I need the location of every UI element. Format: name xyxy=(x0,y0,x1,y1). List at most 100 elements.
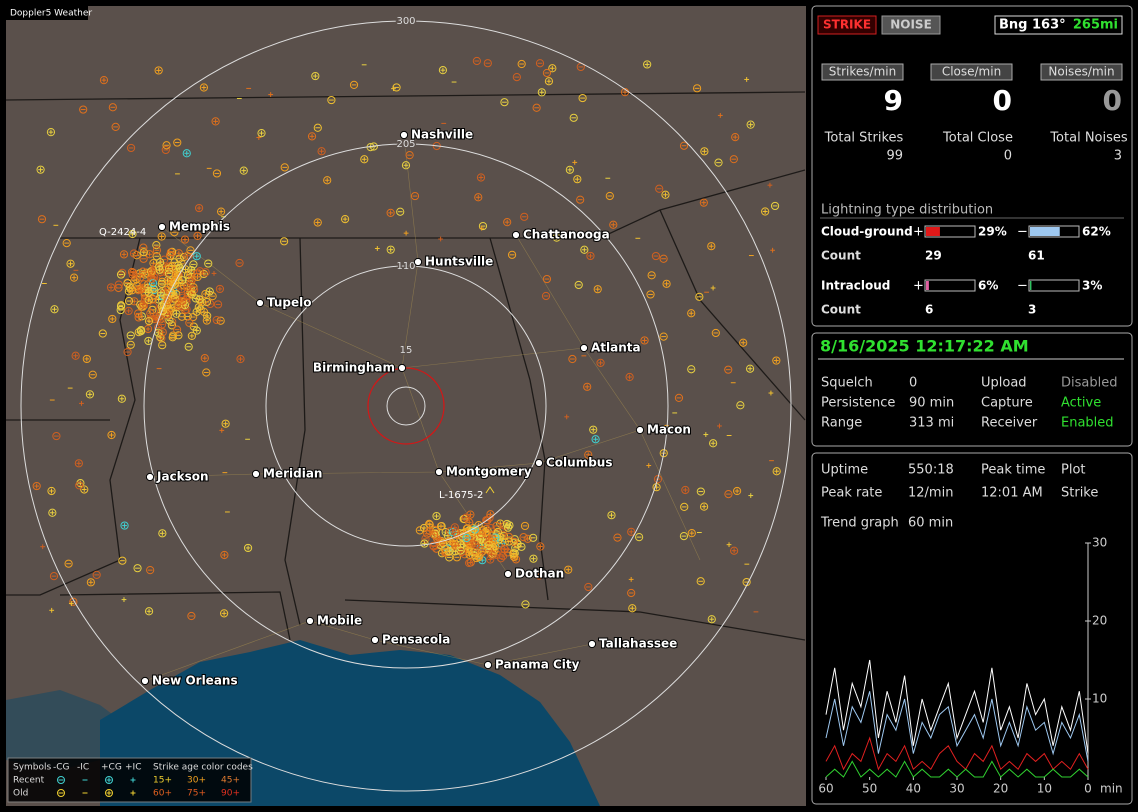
x-unit: min xyxy=(1100,782,1123,796)
strike-ring xyxy=(327,95,336,105)
strike-symbol xyxy=(541,291,551,301)
strike-symbol xyxy=(313,218,322,227)
strike-ring xyxy=(183,270,193,279)
strike-symbol xyxy=(212,315,221,325)
percent-label: 29% xyxy=(978,225,1007,239)
strike-symbol xyxy=(761,207,770,216)
city-dot xyxy=(635,425,645,435)
strike-symbol xyxy=(128,229,137,239)
state-lines xyxy=(6,91,806,641)
strike-symbol xyxy=(133,564,142,573)
strike-ring xyxy=(137,285,146,294)
city-dot xyxy=(305,616,315,626)
strike-ring xyxy=(108,103,117,112)
strike-ring xyxy=(509,549,518,558)
legend-text: 30+ xyxy=(187,776,206,786)
strike-ring xyxy=(392,83,401,92)
strike-ring xyxy=(257,129,266,138)
strike-symbol xyxy=(472,56,481,66)
strike-symbol xyxy=(569,113,578,122)
status-label: Receiver xyxy=(981,416,1038,431)
strike-ring xyxy=(180,235,190,244)
strike-ring xyxy=(584,450,593,459)
strike-symbol xyxy=(144,317,154,326)
strike-ring xyxy=(431,529,440,538)
strike-symbol xyxy=(194,203,204,213)
strike-symbol xyxy=(69,273,79,282)
strike-symbol xyxy=(85,390,95,399)
strike-symbol xyxy=(50,305,59,314)
bar-track xyxy=(924,225,976,238)
strike-ring xyxy=(429,541,438,550)
strike-ring xyxy=(456,546,465,555)
city-label: Nashville xyxy=(411,128,473,142)
strike-ring xyxy=(532,103,541,112)
strike-ring xyxy=(173,138,182,147)
strike-ring xyxy=(154,66,163,75)
strike-ring xyxy=(142,268,151,277)
noise-button[interactable] xyxy=(881,15,941,35)
strike-symbol xyxy=(36,165,45,174)
legend-symbol xyxy=(105,789,113,797)
strike-symbol xyxy=(596,358,605,368)
strike-ring xyxy=(580,245,589,254)
strike-ring xyxy=(144,295,153,305)
strike-ring xyxy=(535,59,545,68)
strike-button[interactable] xyxy=(817,15,877,35)
strike-ring xyxy=(410,191,420,201)
range-ring xyxy=(143,143,669,669)
strike-ring xyxy=(709,439,718,448)
strike-ring xyxy=(123,347,132,357)
strike-ring xyxy=(185,318,194,327)
strike-ring xyxy=(152,241,161,250)
strike-symbol xyxy=(139,248,148,257)
strike-symbol xyxy=(317,147,326,156)
strike-ring xyxy=(323,176,332,185)
city-dot xyxy=(255,298,265,308)
strike-symbol xyxy=(374,246,380,251)
strike-symbol xyxy=(88,370,97,379)
strike-ring xyxy=(189,285,199,294)
strike-ring xyxy=(574,280,583,290)
strike-ring xyxy=(80,485,89,494)
strike-ring xyxy=(32,481,41,491)
strike-ring xyxy=(729,155,738,164)
strike-ring xyxy=(625,372,634,382)
legend-ring xyxy=(57,789,65,797)
strike-ring xyxy=(119,250,129,259)
strike-ring xyxy=(212,169,222,178)
strike-ring xyxy=(724,489,733,499)
strike-symbol xyxy=(236,354,245,364)
strike-ring xyxy=(126,143,136,153)
city-label: Meridian xyxy=(263,467,322,481)
strike-symbol xyxy=(184,342,193,351)
city-dot xyxy=(399,130,409,140)
strike-ring xyxy=(139,243,148,252)
strike-symbol xyxy=(605,191,614,201)
strike-symbol xyxy=(568,354,577,364)
strike-symbol xyxy=(108,314,117,324)
x-tick-label: 30 xyxy=(949,782,964,796)
strike-ring xyxy=(189,260,198,269)
strike-symbol xyxy=(123,347,132,357)
strike-symbol xyxy=(187,290,196,299)
strike-symbol xyxy=(646,290,655,299)
strike-ring xyxy=(401,161,411,170)
strike-symbol xyxy=(139,300,148,309)
strike-symbol xyxy=(137,285,146,294)
strike-symbol xyxy=(476,173,486,182)
strike-symbol xyxy=(655,184,664,193)
strike-symbol xyxy=(462,533,471,543)
strike-ring xyxy=(177,297,187,306)
strike-ring xyxy=(186,246,195,255)
strike-ring xyxy=(451,541,460,550)
strike-ring xyxy=(578,93,587,103)
strike-ring xyxy=(451,528,460,537)
legend-ring xyxy=(105,789,113,797)
strike-symbol xyxy=(182,149,191,158)
total-value: 3 xyxy=(1114,149,1122,164)
strike-symbol xyxy=(162,141,171,150)
strike-ring xyxy=(215,284,225,294)
strike-symbol xyxy=(425,526,434,536)
strike-symbol xyxy=(211,117,220,126)
